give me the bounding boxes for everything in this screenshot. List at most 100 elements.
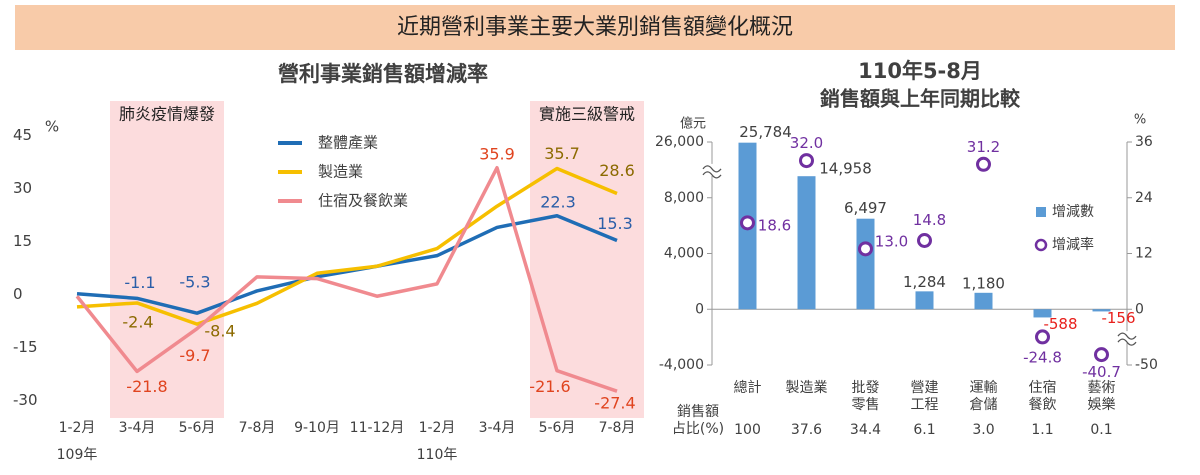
data-label: 32.0 [790,134,823,152]
data-label: 13.0 [875,232,908,250]
data-label: 1,180 [962,274,1005,292]
x-tick-label: 批發 零售 [851,380,880,413]
y-axis-label: % [45,118,59,136]
data-label: -27.4 [594,394,635,413]
x-tick-label: 總計 [733,380,762,396]
point [917,232,932,248]
data-label: 35.7 [544,144,580,163]
point [1035,329,1050,345]
data-label: 14,958 [819,160,872,178]
page-title: 近期營利事業主要大業別銷售額變化概況 [397,15,793,40]
share-value: 34.4 [849,422,882,438]
data-label: -5.3 [179,273,210,292]
bar [1092,309,1111,312]
chart-title: 110年5-8月 [858,59,982,83]
x-tick-label: 1-2月 [59,420,96,436]
axis-break [1117,338,1137,346]
x-tick-label: 藝術 娛樂 [1087,380,1116,413]
x-tick-label: 9-10月 [294,420,340,436]
banner [15,5,1175,50]
point [858,241,873,257]
data-label: -156 [1101,309,1135,327]
year-label: 110年 [417,447,458,463]
x-tick-label: 5-6月 [179,420,216,436]
legend-swatch [1036,207,1046,217]
legend-label: 增減數 [1052,203,1094,220]
data-label: 6,497 [844,199,887,217]
data-label: 25,784 [739,123,792,141]
data-label: 22.3 [540,192,576,211]
share-value: 6.1 [913,422,936,438]
x-tick-label: 7-8月 [599,420,636,436]
data-label: -24.8 [1023,348,1062,366]
legend-swatch [1034,238,1048,252]
bar [1033,309,1052,318]
bar [974,292,993,310]
x-tick-label: 運輸 倉儲 [969,380,998,413]
y-tick-label: 0 [13,285,23,303]
y2-tick-label: -50 [1135,357,1158,373]
highlight-label: 實施三級警戒 [539,105,635,124]
data-label: -9.7 [179,346,210,365]
y-tick-label: -15 [13,338,38,356]
share-value: 100 [734,422,761,438]
x-tick-label: 11-12月 [350,420,405,436]
point [1094,347,1109,363]
year-label: 109年 [57,447,98,463]
legend-label: 住宿及餐飲業 [318,192,408,210]
x-tick-label: 5-6月 [539,420,576,436]
y-tick-label: 4,000 [664,246,704,262]
y-tick-label: 30 [13,179,32,197]
data-label: -1.1 [124,273,155,292]
bar [856,218,875,310]
data-label: 35.9 [479,144,515,163]
highlight [530,101,644,418]
y2-tick-label: 0 [1135,301,1144,317]
x-tick-label: 3-4月 [119,420,156,436]
x-tick-label: 3-4月 [479,420,516,436]
y2-tick-label: 24 [1135,190,1153,206]
share-value: 0.1 [1090,422,1113,438]
x-tick-label: 住宿 餐飲 [1028,380,1057,413]
data-label: 14.8 [913,211,946,229]
x-tick-label: 7-8月 [239,420,276,436]
point [740,215,755,231]
x-tick-label: 1-2月 [419,420,456,436]
y-axis-label: 億元 [680,116,706,132]
legend-label: 增減率 [1052,236,1094,253]
data-label: -588 [1043,315,1077,333]
point [799,153,814,169]
chart-subtitle: 銷售額與上年同期比較 [820,87,1021,111]
axis-break [702,171,722,179]
y-tick-label: 45 [13,126,32,144]
line [76,166,618,326]
share-value: 3.0 [972,422,995,438]
data-label: -8.4 [204,322,235,341]
line [75,166,618,393]
x-tick-label: 營建 工程 [910,380,939,413]
data-label: -40.7 [1082,363,1121,381]
highlight [110,101,224,418]
share-label: 銷售額 占比(%) [671,404,725,437]
highlight-label: 肺炎疫情爆發 [119,105,215,124]
data-label: 28.6 [599,161,635,180]
y-tick-label: 26,000 [655,134,704,150]
data-label: -21.8 [126,377,167,396]
y2-tick-label: 36 [1135,134,1153,150]
point [976,156,991,172]
y-tick-label: 8,000 [664,190,704,206]
share-value: 1.1 [1031,422,1054,438]
share-value: 37.6 [790,422,823,438]
line [76,214,618,315]
y2-axis-label: % [1134,113,1146,128]
legend-label: 整體產業 [318,134,378,152]
data-label: -21.6 [529,377,570,396]
data-label: 1,284 [903,273,946,291]
y-tick-label: -4,000 [659,357,704,373]
bar [797,176,816,310]
bar [915,291,934,310]
y2-tick-label: 12 [1135,246,1153,262]
data-label: -2.4 [122,312,153,331]
x-tick-label: 製造業 [785,380,828,396]
